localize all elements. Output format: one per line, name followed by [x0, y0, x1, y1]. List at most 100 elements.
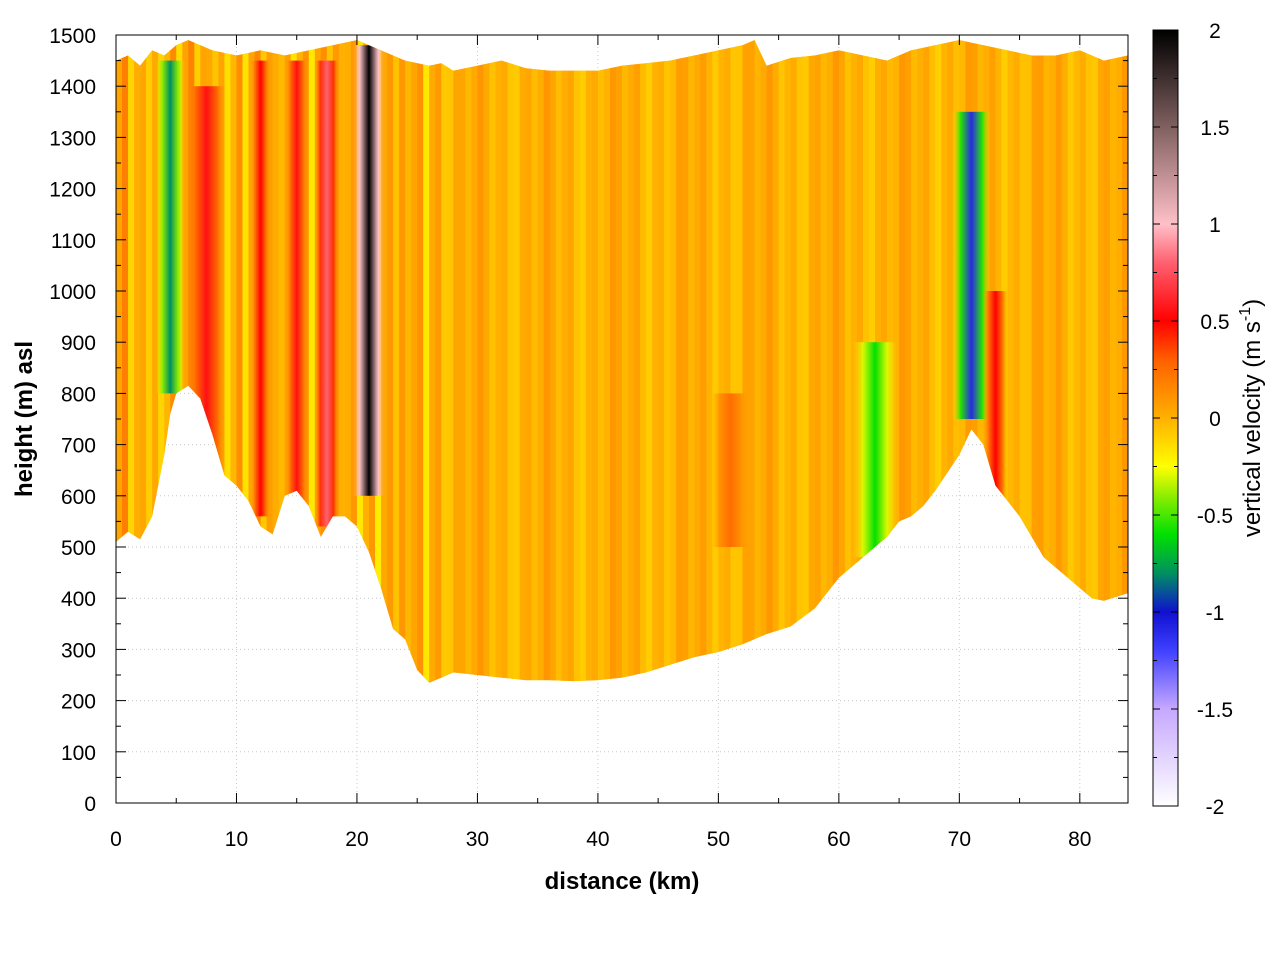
colorbar-tick-label: 1.5 [1200, 117, 1229, 140]
y-tick-label: 900 [61, 332, 96, 355]
field-stripe [411, 40, 418, 683]
field-stripe [471, 40, 479, 683]
field-stripe [146, 40, 153, 683]
field-stripe [947, 40, 954, 683]
field-stripe [435, 40, 442, 683]
y-tick-label: 1500 [49, 25, 96, 48]
colorbar-tick-label: -0.5 [1197, 505, 1233, 528]
field-stripe [730, 40, 738, 683]
x-tick-label: 30 [466, 828, 489, 851]
field-stripe [423, 40, 430, 683]
x-tick-label: 50 [707, 828, 730, 851]
field-stripe [182, 40, 189, 683]
field-stripe [790, 40, 798, 683]
field-stripe [736, 40, 744, 683]
y-tick-label: 700 [61, 435, 96, 458]
field-stripe [477, 40, 485, 683]
field-stripes [116, 40, 1128, 683]
colorbar-tick-label: 1 [1209, 214, 1221, 237]
colorbar-tick-label: -1 [1206, 602, 1225, 625]
y-tick-label: 600 [61, 486, 96, 509]
colorbar-title-superscript: -1 [1237, 307, 1254, 321]
field-stripe [1037, 40, 1045, 683]
field-stripe [682, 40, 689, 683]
field-stripe [796, 40, 804, 683]
field-stripe [1055, 40, 1063, 683]
field-stripe [802, 40, 810, 683]
field-stripe [1043, 40, 1051, 683]
field-stripe [278, 40, 286, 683]
field-stripe [1115, 40, 1123, 683]
field-stripe [134, 40, 141, 683]
field-stripe [537, 40, 545, 683]
field-stripe [459, 40, 466, 683]
field-stripe [1025, 40, 1033, 683]
field-stripe [640, 40, 647, 683]
colorbar-tick-label: 0.5 [1200, 311, 1229, 334]
field-stripe [1091, 40, 1099, 683]
field-stripe [429, 40, 436, 683]
field-stripe [567, 40, 575, 683]
y-tick-label: 1100 [51, 230, 96, 253]
x-tick-label: 10 [225, 828, 248, 851]
field-stripe [1019, 40, 1027, 683]
field-stripe [140, 40, 147, 683]
field-stripe [1067, 40, 1075, 683]
colorbar-title-close: ) [1239, 299, 1266, 307]
y-tick-label: 1000 [49, 281, 96, 304]
field-stripe [742, 40, 750, 683]
field-stripe [766, 40, 774, 683]
colorbar-tick-label: 2 [1209, 20, 1221, 43]
y-axis: 0 100 200 300 400 500 600 700 800 900 1000 1100 1200… [49, 25, 1128, 816]
field-stripe [748, 40, 756, 683]
field-stripe [917, 40, 924, 683]
field-stripe [1085, 40, 1093, 683]
field-stripe [700, 40, 707, 683]
field-stripe [453, 40, 460, 683]
field-stripe [417, 40, 424, 683]
field-stripe [899, 40, 906, 683]
field-stripe [784, 40, 792, 683]
x-tick-label: 40 [586, 828, 609, 851]
y-tick-label: 1300 [49, 127, 96, 150]
field-stripe [441, 40, 448, 683]
field-stripe [688, 40, 695, 683]
field-stripe [501, 40, 509, 683]
field-stripe [597, 40, 605, 683]
field-stripe [1073, 40, 1081, 683]
y-tick-label: 800 [61, 383, 96, 406]
field-stripe [122, 40, 129, 683]
field-stripe [1013, 40, 1021, 683]
field-stripe [465, 40, 473, 683]
field-stripe [483, 40, 491, 683]
heatmap-field [116, 40, 1128, 683]
colorbar-title-main: vertical velocity (m s [1239, 321, 1266, 537]
field-stripe [230, 40, 238, 683]
y-tick-label: 300 [61, 639, 96, 662]
field-stripe [664, 40, 671, 683]
downdraft-5km [155, 60, 185, 394]
field-stripe [772, 40, 780, 683]
field-stripe [543, 40, 551, 683]
x-tick-label: 0 [110, 828, 122, 851]
field-stripe [832, 40, 840, 683]
field-stripe [622, 40, 629, 683]
field-stripe [652, 40, 659, 683]
field-stripe [585, 40, 593, 683]
colorbar: 2 1.5 1 0.5 0 -0.5 -1 -1.5 -2 [1152, 20, 1233, 819]
updraft-15km [285, 60, 308, 506]
updraft-8km [187, 86, 226, 471]
y-tick-label: 500 [61, 537, 96, 560]
x-tick-label: 80 [1068, 828, 1091, 851]
field-stripe [712, 40, 719, 683]
field-stripe [923, 40, 930, 683]
field-stripe [1103, 40, 1111, 683]
field-stripe [236, 40, 244, 683]
field-stripe [658, 40, 665, 683]
colorbar-tick-label: -1.5 [1197, 699, 1233, 722]
updraft-73km [983, 291, 1008, 517]
field-stripe [338, 40, 346, 683]
field-stripe [941, 40, 948, 683]
x-axis-title: distance (km) [545, 868, 700, 895]
field-stripe [272, 40, 280, 683]
